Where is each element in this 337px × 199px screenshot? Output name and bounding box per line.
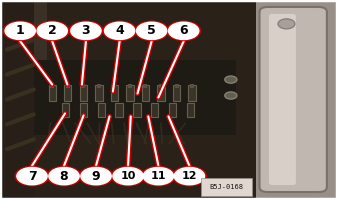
Text: 2: 2 xyxy=(48,24,57,37)
FancyBboxPatch shape xyxy=(126,85,134,101)
FancyBboxPatch shape xyxy=(187,103,194,117)
Circle shape xyxy=(70,21,102,40)
Circle shape xyxy=(168,21,200,40)
FancyBboxPatch shape xyxy=(80,85,87,101)
Circle shape xyxy=(48,167,80,185)
FancyBboxPatch shape xyxy=(0,0,256,199)
FancyBboxPatch shape xyxy=(169,103,176,117)
FancyBboxPatch shape xyxy=(142,85,149,101)
Circle shape xyxy=(50,168,78,184)
Circle shape xyxy=(225,76,237,83)
FancyBboxPatch shape xyxy=(144,84,148,88)
Circle shape xyxy=(4,21,36,40)
Text: 11: 11 xyxy=(151,171,166,181)
FancyBboxPatch shape xyxy=(201,178,252,196)
Circle shape xyxy=(82,168,110,184)
FancyBboxPatch shape xyxy=(173,85,180,101)
Circle shape xyxy=(170,22,198,39)
Text: 5: 5 xyxy=(147,24,156,37)
Circle shape xyxy=(38,22,66,39)
Circle shape xyxy=(166,20,201,41)
Text: 10: 10 xyxy=(120,171,136,181)
Text: 6: 6 xyxy=(179,24,188,37)
Circle shape xyxy=(111,166,146,186)
Circle shape xyxy=(80,167,112,185)
Circle shape xyxy=(68,20,103,41)
Circle shape xyxy=(112,167,144,185)
FancyBboxPatch shape xyxy=(0,0,34,199)
Text: 12: 12 xyxy=(182,171,197,181)
Circle shape xyxy=(137,22,166,39)
FancyBboxPatch shape xyxy=(190,84,194,88)
Circle shape xyxy=(3,20,38,41)
FancyBboxPatch shape xyxy=(98,103,105,117)
Circle shape xyxy=(14,166,50,186)
Circle shape xyxy=(144,168,173,184)
Circle shape xyxy=(174,167,205,185)
FancyBboxPatch shape xyxy=(81,84,85,88)
Circle shape xyxy=(143,167,174,185)
FancyBboxPatch shape xyxy=(159,84,163,88)
Text: 4: 4 xyxy=(115,24,124,37)
FancyBboxPatch shape xyxy=(128,84,132,88)
FancyBboxPatch shape xyxy=(66,84,70,88)
Circle shape xyxy=(225,92,237,99)
Circle shape xyxy=(102,20,137,41)
Circle shape xyxy=(114,168,142,184)
FancyBboxPatch shape xyxy=(0,0,47,90)
FancyBboxPatch shape xyxy=(95,85,102,101)
Circle shape xyxy=(105,22,134,39)
Circle shape xyxy=(278,19,295,29)
FancyBboxPatch shape xyxy=(62,103,69,117)
Circle shape xyxy=(172,166,207,186)
Text: 3: 3 xyxy=(82,24,90,37)
Text: 9: 9 xyxy=(92,170,100,183)
FancyBboxPatch shape xyxy=(157,85,165,101)
Text: 1: 1 xyxy=(16,24,25,37)
Circle shape xyxy=(79,166,114,186)
Circle shape xyxy=(72,22,100,39)
Circle shape xyxy=(104,21,135,40)
FancyBboxPatch shape xyxy=(49,85,56,101)
FancyBboxPatch shape xyxy=(111,85,118,101)
FancyBboxPatch shape xyxy=(64,85,71,101)
Circle shape xyxy=(35,20,70,41)
FancyBboxPatch shape xyxy=(97,84,101,88)
Circle shape xyxy=(141,166,176,186)
Circle shape xyxy=(136,21,167,40)
FancyBboxPatch shape xyxy=(188,85,196,101)
FancyBboxPatch shape xyxy=(175,84,179,88)
Circle shape xyxy=(18,168,46,184)
Circle shape xyxy=(6,22,34,39)
FancyBboxPatch shape xyxy=(50,84,54,88)
FancyBboxPatch shape xyxy=(133,103,141,117)
FancyBboxPatch shape xyxy=(151,103,158,117)
FancyBboxPatch shape xyxy=(112,84,116,88)
Text: 8: 8 xyxy=(60,170,68,183)
Circle shape xyxy=(47,166,82,186)
Circle shape xyxy=(175,168,204,184)
FancyBboxPatch shape xyxy=(269,14,296,185)
FancyBboxPatch shape xyxy=(116,103,123,117)
FancyBboxPatch shape xyxy=(256,0,337,199)
Circle shape xyxy=(16,167,48,185)
Text: B5J-0168: B5J-0168 xyxy=(210,184,243,190)
Circle shape xyxy=(36,21,68,40)
Circle shape xyxy=(134,20,169,41)
Text: 7: 7 xyxy=(28,170,36,183)
FancyBboxPatch shape xyxy=(80,103,87,117)
FancyBboxPatch shape xyxy=(259,7,327,192)
FancyBboxPatch shape xyxy=(34,60,236,135)
